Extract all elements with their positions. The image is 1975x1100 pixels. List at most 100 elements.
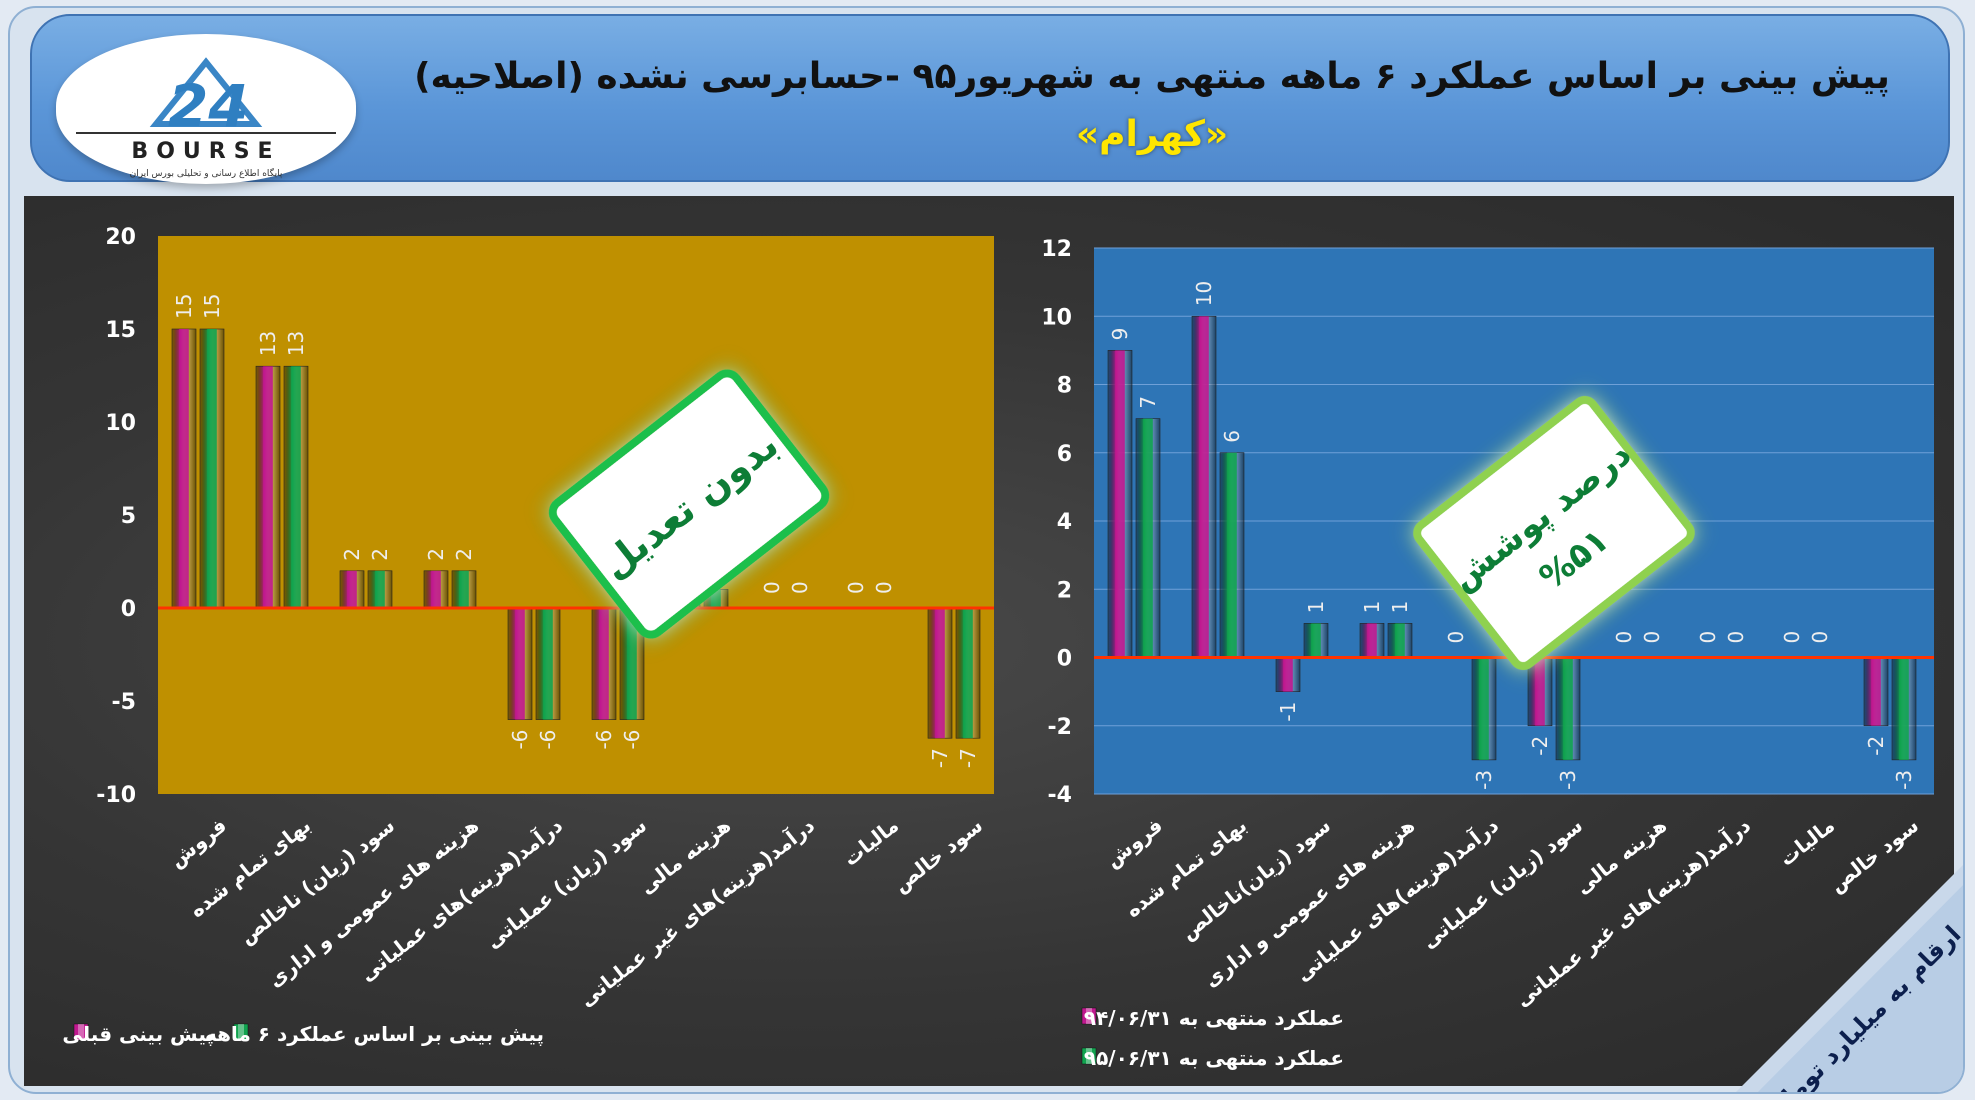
data-label: 15 — [172, 294, 196, 319]
page-title: پیش بینی بر اساس عملکرد ۶ ماهه منتهی به … — [414, 56, 1890, 97]
y-tick-label: 0 — [1057, 647, 1072, 672]
bar-face — [263, 366, 273, 608]
bar-face — [515, 608, 525, 720]
y-tick-label: 6 — [1057, 442, 1072, 467]
bar-face — [1395, 623, 1405, 658]
legend-marker-prev — [73, 1023, 89, 1041]
bar-face — [1283, 657, 1293, 692]
bar-face — [1143, 418, 1153, 658]
category-label: سود (زیان) عملیاتی — [1417, 813, 1587, 953]
bar-face — [1367, 623, 1377, 658]
data-label: -6 — [508, 730, 532, 750]
category-label: مالیات — [839, 813, 904, 871]
bourse-logo-icon: 24 BOURSE پایگاه اطلاع رسانی و تحلیلی بو… — [76, 57, 336, 179]
data-label: -6 — [592, 730, 616, 750]
bar-face — [711, 589, 721, 608]
bar-face — [935, 608, 945, 739]
bar-face — [1563, 657, 1573, 760]
data-label: -2 — [1864, 736, 1888, 756]
bar-face — [543, 608, 553, 720]
data-label: 0 — [1696, 631, 1720, 644]
data-label: 2 — [452, 548, 476, 561]
y-tick-label: 10 — [105, 411, 136, 436]
data-label: 0 — [1444, 631, 1468, 644]
bar-face — [1479, 657, 1489, 760]
data-label: 9 — [1108, 328, 1132, 341]
data-label: 0 — [1612, 631, 1636, 644]
bar-face — [1535, 657, 1545, 726]
data-label: 10 — [1192, 281, 1216, 306]
data-label: 0 — [1724, 631, 1748, 644]
y-tick-label: 5 — [121, 504, 136, 529]
data-label: 7 — [1136, 396, 1160, 409]
data-label: 0 — [844, 581, 868, 594]
y-tick-label: -10 — [96, 783, 136, 808]
data-label: 13 — [256, 331, 280, 356]
badge-no-adjustment: بدون تعدیل — [548, 369, 830, 639]
y-tick-label: 20 — [105, 225, 136, 250]
data-label: -7 — [956, 748, 980, 768]
units-note: ارقام به میلیارد تومان — [1736, 865, 1963, 1092]
category-label: فروش — [165, 813, 231, 872]
bar-face — [207, 329, 217, 608]
data-label: -3 — [1556, 770, 1580, 790]
header-banner: 24 BOURSE پایگاه اطلاع رسانی و تحلیلی بو… — [30, 14, 1950, 184]
bar-face — [179, 329, 189, 608]
data-label: -1 — [1276, 702, 1300, 722]
category-label: سود (زیان) ناخالص — [235, 813, 400, 949]
data-label: 0 — [1780, 631, 1804, 644]
legend-marker-95 — [1081, 1047, 1097, 1065]
data-label: 1 — [1304, 601, 1328, 614]
y-tick-label: 8 — [1057, 374, 1072, 399]
legend-label: پیش بینی بر اساس عملکرد ۶ ماهه — [205, 1022, 544, 1047]
data-label: 1 — [1360, 601, 1384, 614]
data-label: 2 — [424, 548, 448, 561]
data-label: -2 — [1528, 736, 1552, 756]
bar-face — [291, 366, 301, 608]
bar-face — [1199, 316, 1209, 658]
y-tick-label: 10 — [1041, 305, 1072, 330]
category-label: فروش — [1101, 813, 1167, 872]
data-label: -3 — [1892, 770, 1916, 790]
legend-label: پیش بینی قبلی — [62, 1022, 214, 1047]
company-name: «کهرام» — [1075, 114, 1229, 155]
bourse-logo: 24 BOURSE پایگاه اطلاع رسانی و تحلیلی بو… — [56, 34, 356, 184]
y-tick-label: -4 — [1048, 783, 1072, 808]
charts-area: 20 15 10 5 0 -5 -10 15 15 فروش 13 13 بهای تمام شده 2 2… — [24, 196, 1954, 1086]
y-tick-label: 0 — [121, 597, 136, 622]
svg-text:24: 24 — [168, 72, 249, 140]
legend-label: عملکرد منتهی به ۹۴/۰۶/۳۱ — [1084, 1006, 1344, 1030]
y-tick-label: 15 — [105, 318, 136, 343]
category-label: سود (زیان) عملیاتی — [481, 813, 651, 953]
legend-marker-94 — [1081, 1007, 1097, 1025]
y-tick-label: 4 — [1057, 510, 1072, 535]
legend-label: عملکرد منتهی به ۹۵/۰۶/۳۱ — [1084, 1046, 1344, 1070]
data-label: -7 — [928, 748, 952, 768]
data-label: -3 — [1472, 770, 1496, 790]
data-label: 6 — [1220, 430, 1244, 443]
page-frame: 24 BOURSE پایگاه اطلاع رسانی و تحلیلی بو… — [8, 6, 1965, 1094]
data-label: 1 — [1388, 601, 1412, 614]
bar-face — [1227, 452, 1237, 658]
data-label: 0 — [872, 581, 896, 594]
bar-face — [599, 608, 609, 720]
category-label: سود (زیان)ناخالص — [1176, 813, 1335, 945]
data-label: 0 — [1640, 631, 1664, 644]
bar-face — [347, 570, 357, 608]
bar-face — [1115, 350, 1125, 658]
bar-face — [1311, 623, 1321, 658]
bar-face — [1899, 657, 1909, 760]
data-label: 0 — [1808, 631, 1832, 644]
bar-face — [375, 570, 385, 608]
data-label: 0 — [760, 581, 784, 594]
bar-face — [627, 608, 637, 720]
data-label: -6 — [536, 730, 560, 750]
y-tick-label: -2 — [1048, 715, 1072, 740]
bar-face — [431, 570, 441, 608]
data-label: 15 — [200, 294, 224, 319]
bar-face — [459, 570, 469, 608]
data-label: 13 — [284, 331, 308, 356]
data-label: 2 — [340, 548, 364, 561]
